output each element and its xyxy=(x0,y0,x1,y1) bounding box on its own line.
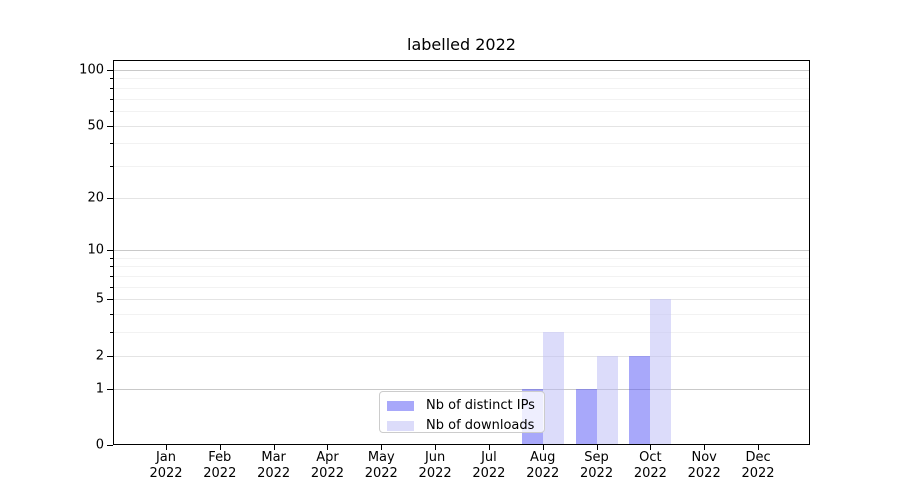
bar-oct-distinct-ips xyxy=(629,355,651,444)
x-tick-label-aug: Aug 2022 xyxy=(526,450,560,481)
x-tick-label-jun: Jun 2022 xyxy=(418,450,452,481)
x-tick-label-oct: Oct 2022 xyxy=(633,450,667,481)
x-tick-label-apr: Apr 2022 xyxy=(310,450,344,481)
y-tick-label-50: 50 xyxy=(87,118,104,134)
y-tick-label-10: 10 xyxy=(87,242,104,258)
y-tick-50 xyxy=(107,125,113,127)
gridline-20 xyxy=(114,197,809,199)
y-tick-0 xyxy=(107,445,113,446)
bar-sep-downloads xyxy=(596,355,618,444)
y-minor-tick-90 xyxy=(110,78,113,80)
legend-item-downloads: Nb of downloads xyxy=(387,418,544,433)
y-minor-tick-8 xyxy=(110,266,113,268)
gridline-minor xyxy=(114,110,809,112)
x-tick-nov xyxy=(704,445,706,450)
y-tick-label-0: 0 xyxy=(95,437,104,453)
gridline-1 xyxy=(114,388,809,390)
x-tick-label-jul: Jul 2022 xyxy=(472,450,506,481)
chart-title: labelled 2022 xyxy=(407,35,516,54)
gridline-minor xyxy=(114,165,809,167)
bar-sep-distinct-ips xyxy=(575,388,597,444)
bar-aug-downloads xyxy=(542,332,564,444)
gridline-minor xyxy=(114,286,809,288)
plot-area: Nb of distinct IPs Nb of downloads xyxy=(113,60,810,445)
x-tick-dec xyxy=(758,445,760,450)
gridline-5 xyxy=(114,299,809,301)
x-tick-mar xyxy=(273,445,275,450)
gridline-minor xyxy=(114,266,809,268)
gridline-2 xyxy=(114,355,809,357)
y-minor-tick-9 xyxy=(110,257,113,259)
gridline-minor xyxy=(114,78,809,80)
x-tick-aug xyxy=(542,445,544,450)
y-minor-tick-40 xyxy=(110,143,113,145)
x-tick-feb xyxy=(219,445,221,450)
y-tick-2 xyxy=(107,355,113,357)
y-tick-label-5: 5 xyxy=(95,291,104,307)
x-tick-oct xyxy=(650,445,652,450)
y-minor-tick-3 xyxy=(110,332,113,334)
y-tick-label-2: 2 xyxy=(95,348,104,364)
y-tick-label-1: 1 xyxy=(95,381,104,397)
y-minor-tick-60 xyxy=(110,110,113,112)
x-tick-label-dec: Dec 2022 xyxy=(741,450,775,481)
y-minor-tick-4 xyxy=(110,314,113,316)
y-minor-tick-7 xyxy=(110,276,113,278)
legend-swatch-downloads xyxy=(387,420,414,431)
y-minor-tick-70 xyxy=(110,98,113,100)
x-tick-jan xyxy=(166,445,167,450)
legend-item-distinct-ips: Nb of distinct IPs xyxy=(387,398,544,413)
gridline-minor xyxy=(114,87,809,89)
y-tick-10 xyxy=(107,250,113,252)
legend-swatch-distinct-ips xyxy=(387,400,414,411)
legend: Nb of distinct IPs Nb of downloads xyxy=(379,391,545,433)
x-tick-jul xyxy=(488,445,490,450)
x-tick-may xyxy=(381,445,383,450)
y-tick-20 xyxy=(107,197,113,199)
gridline-100 xyxy=(114,70,809,71)
gridline-minor xyxy=(114,98,809,100)
x-tick-apr xyxy=(327,445,329,450)
y-tick-1 xyxy=(107,388,113,390)
gridline-minor xyxy=(114,143,809,145)
x-tick-jun xyxy=(435,445,437,450)
x-tick-label-jan: Jan 2022 xyxy=(149,450,183,481)
gridline-minor xyxy=(114,332,809,334)
gridline-minor xyxy=(114,276,809,278)
legend-label-distinct-ips: Nb of distinct IPs xyxy=(426,398,535,413)
y-minor-tick-30 xyxy=(110,165,113,167)
legend-label-downloads: Nb of downloads xyxy=(426,418,535,433)
bar-oct-downloads xyxy=(650,299,672,444)
x-tick-label-nov: Nov 2022 xyxy=(687,450,721,481)
gridline-minor xyxy=(114,314,809,316)
y-tick-100 xyxy=(107,70,113,71)
x-tick-label-feb: Feb 2022 xyxy=(203,450,237,481)
x-tick-label-may: May 2022 xyxy=(364,450,398,481)
gridline-10 xyxy=(114,250,809,252)
gridline-minor xyxy=(114,257,809,259)
y-minor-tick-6 xyxy=(110,286,113,288)
x-tick-label-sep: Sep 2022 xyxy=(580,450,614,481)
y-minor-tick-80 xyxy=(110,87,113,89)
y-tick-label-20: 20 xyxy=(87,190,104,206)
y-tick-5 xyxy=(107,299,113,301)
x-tick-sep xyxy=(596,445,598,450)
x-tick-label-mar: Mar 2022 xyxy=(257,450,291,481)
y-tick-label-100: 100 xyxy=(79,62,104,78)
gridline-50 xyxy=(114,125,809,127)
